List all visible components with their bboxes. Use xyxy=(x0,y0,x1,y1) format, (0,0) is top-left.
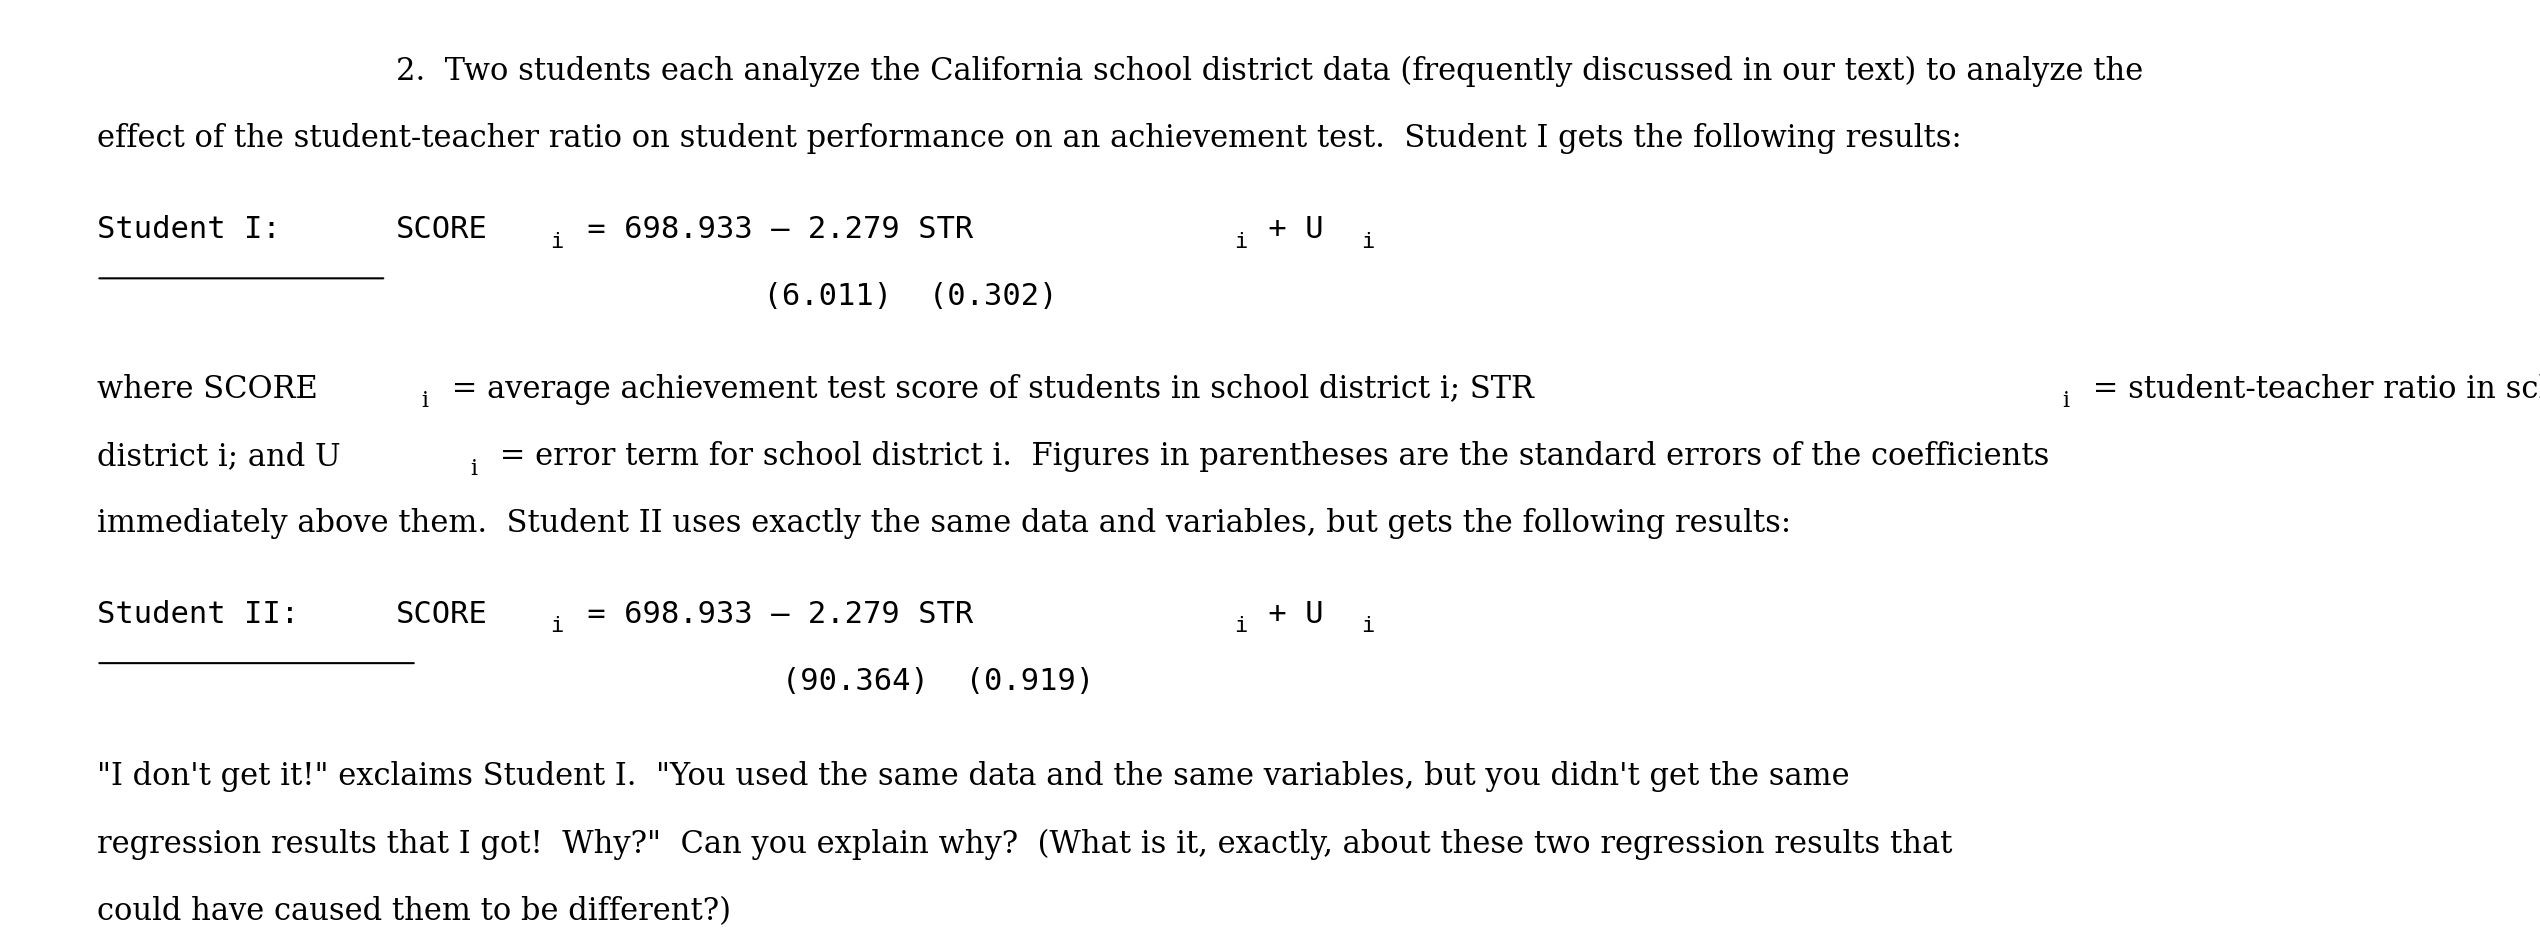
Text: i: i xyxy=(549,616,564,636)
Text: i: i xyxy=(470,458,478,480)
Text: + U: + U xyxy=(1250,600,1323,629)
Text: i: i xyxy=(549,232,564,251)
Text: i: i xyxy=(1234,232,1247,251)
Text: = average achievement test score of students in school district i; STR: = average achievement test score of stud… xyxy=(442,374,1534,404)
Text: SCORE: SCORE xyxy=(396,600,488,629)
Text: regression results that I got!  Why?"  Can you explain why?  (What is it, exactl: regression results that I got! Why?" Can… xyxy=(97,828,1951,859)
Text: SCORE: SCORE xyxy=(396,215,488,244)
Text: effect of the student-teacher ratio on student performance on an achievement tes: effect of the student-teacher ratio on s… xyxy=(97,123,1961,154)
Text: 2.  Two students each analyze the California school district data (frequently di: 2. Two students each analyze the Califor… xyxy=(396,56,2144,87)
Text: = 698.933 – 2.279 STR: = 698.933 – 2.279 STR xyxy=(569,215,973,244)
Text: + U: + U xyxy=(1250,215,1323,244)
Text: could have caused them to be different?): could have caused them to be different?) xyxy=(97,896,732,927)
Text: = 698.933 – 2.279 STR: = 698.933 – 2.279 STR xyxy=(569,600,973,629)
Text: i: i xyxy=(422,390,429,413)
Text: i: i xyxy=(1361,232,1374,251)
Text: immediately above them.  Student II uses exactly the same data and variables, bu: immediately above them. Student II uses … xyxy=(97,508,1791,539)
Text: = student-teacher ratio in school: = student-teacher ratio in school xyxy=(2083,374,2540,404)
Text: = error term for school district i.  Figures in parentheses are the standard err: = error term for school district i. Figu… xyxy=(490,441,2050,472)
Text: (6.011)  (0.302): (6.011) (0.302) xyxy=(396,282,1057,311)
Text: district i; and U: district i; and U xyxy=(97,441,340,472)
Text: Student II:: Student II: xyxy=(97,600,300,629)
Text: i: i xyxy=(2062,390,2070,413)
Text: Student I:: Student I: xyxy=(97,215,279,244)
Text: i: i xyxy=(1234,616,1247,636)
Text: where SCORE: where SCORE xyxy=(97,374,318,404)
Text: i: i xyxy=(1361,616,1374,636)
Text: (90.364)  (0.919): (90.364) (0.919) xyxy=(396,667,1095,696)
Text: "I don't get it!" exclaims Student I.  "You used the same data and the same vari: "I don't get it!" exclaims Student I. "Y… xyxy=(97,761,1849,792)
